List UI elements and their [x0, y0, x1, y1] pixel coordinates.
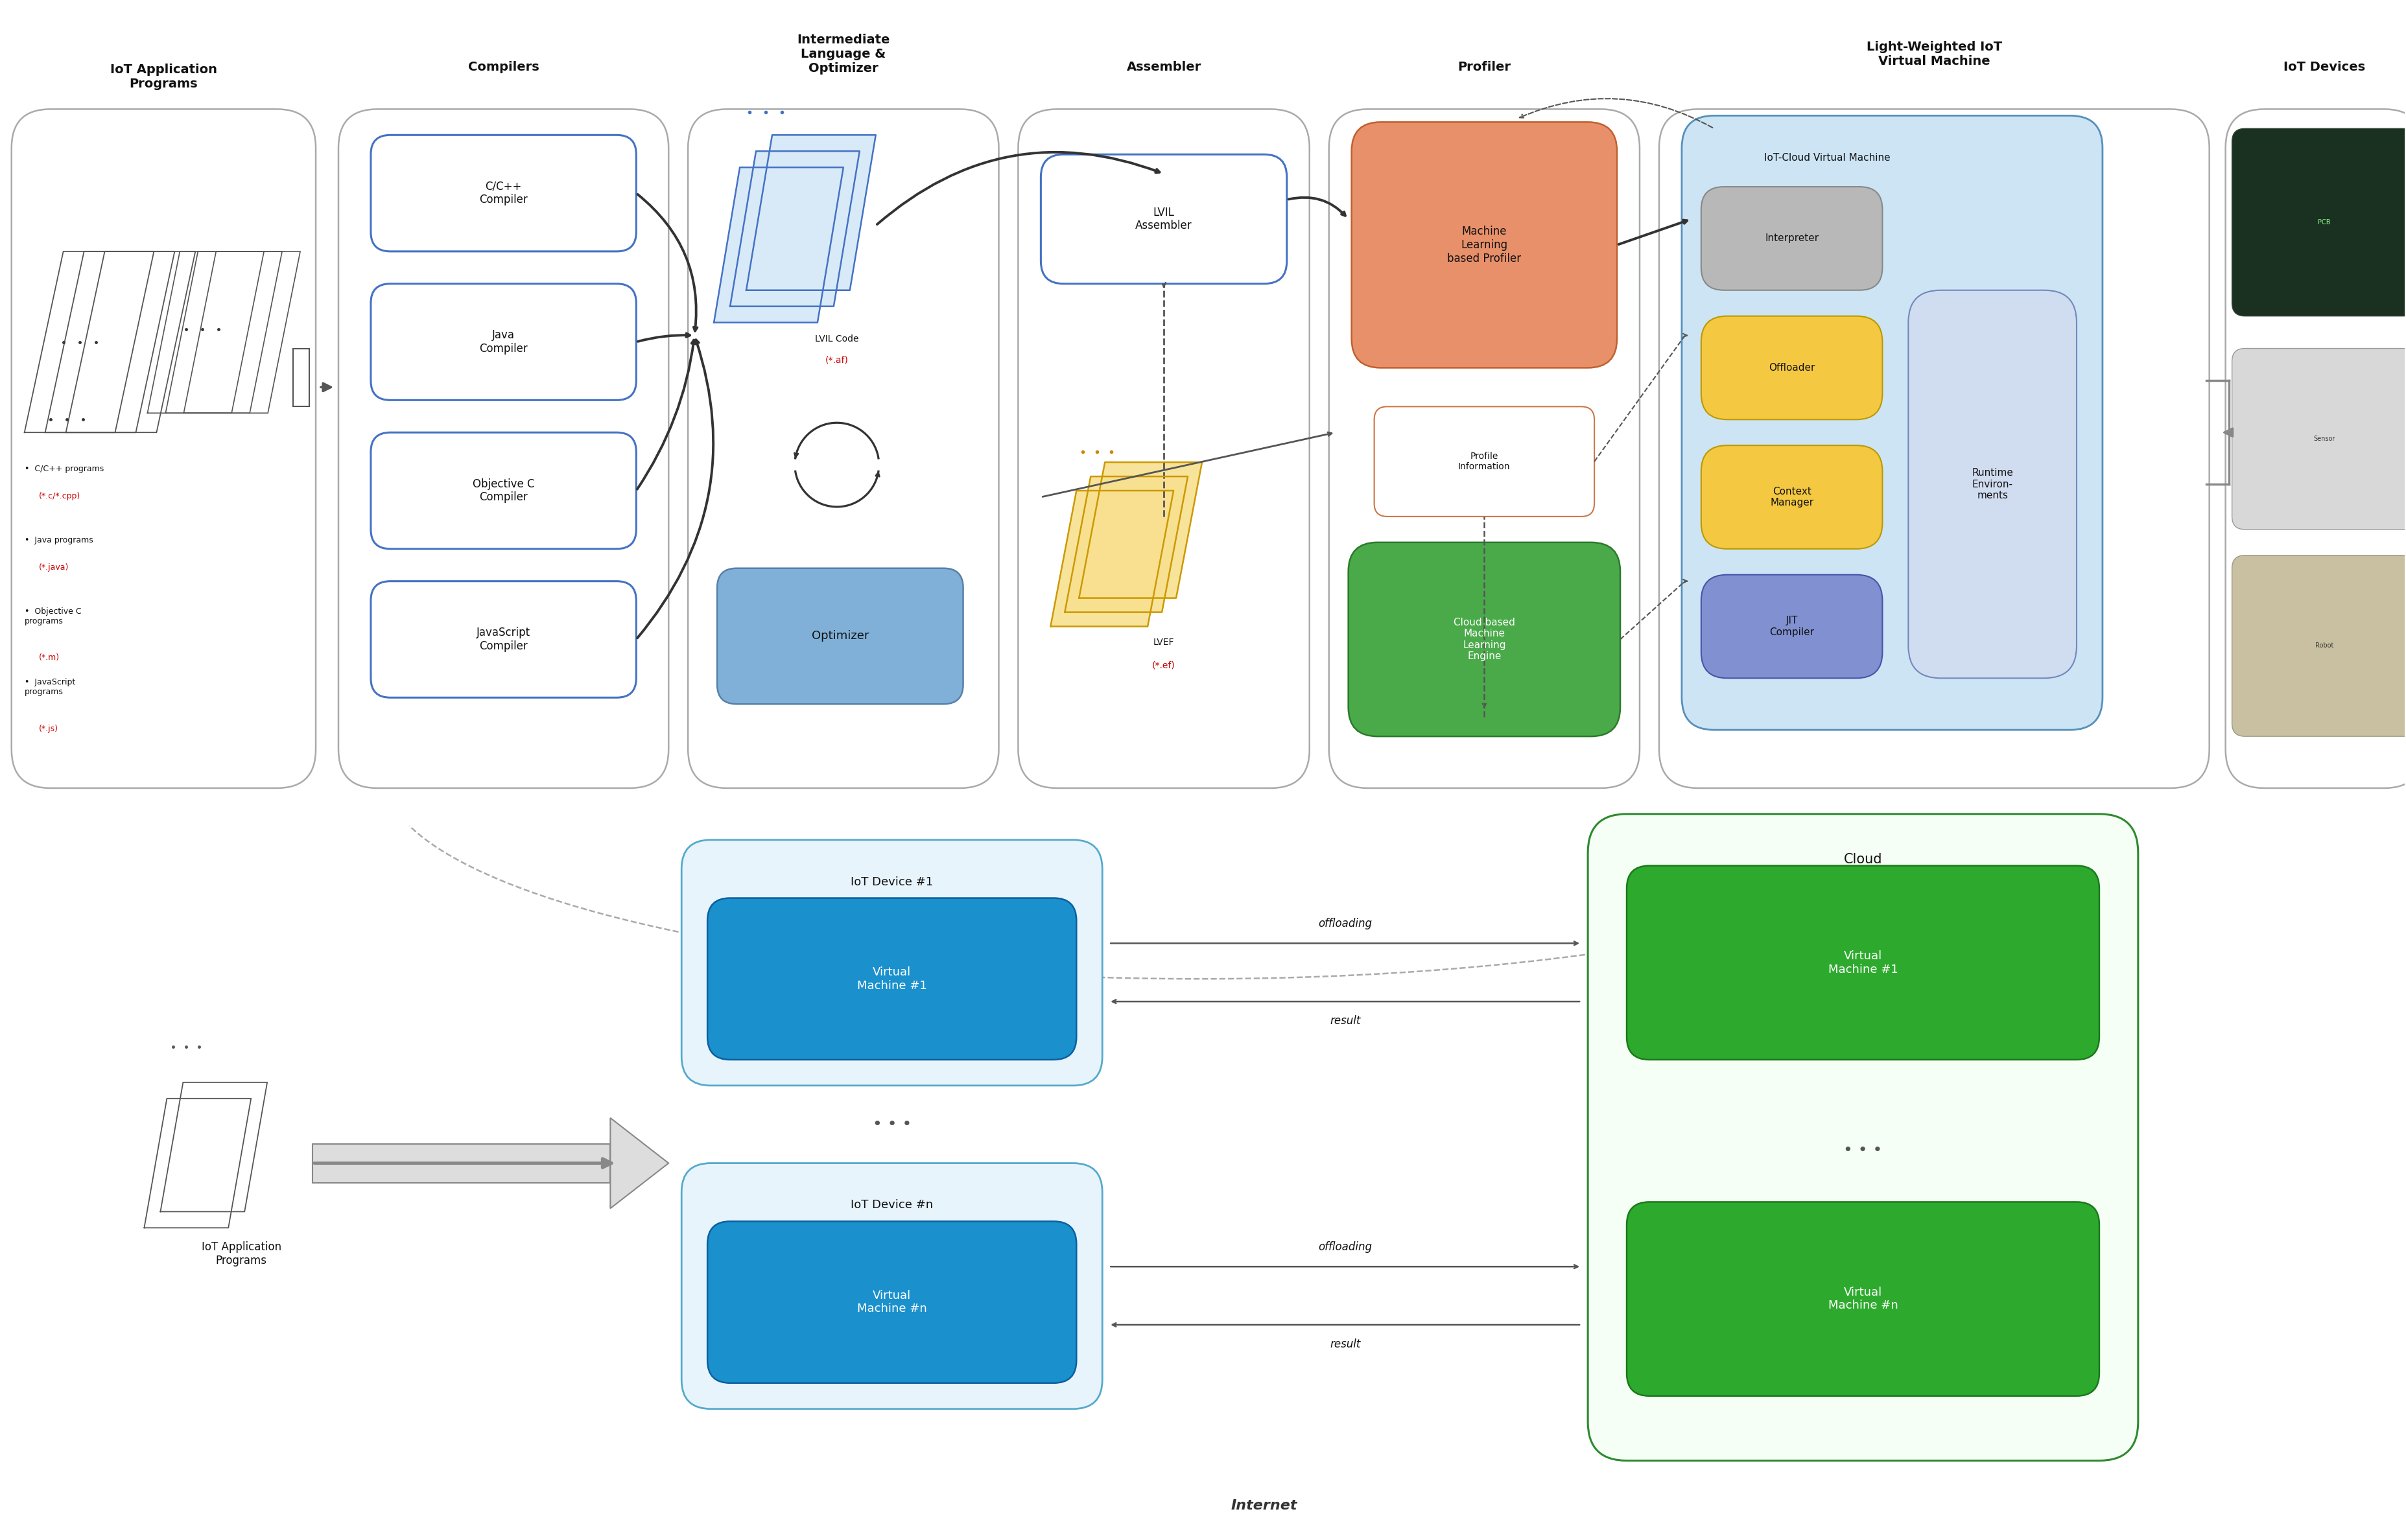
Text: PCB: PCB [2317, 219, 2329, 225]
Text: Robot: Robot [2315, 642, 2334, 648]
Text: (*.m): (*.m) [38, 653, 60, 662]
Text: Offloader: Offloader [1768, 363, 1814, 373]
FancyBboxPatch shape [12, 109, 315, 788]
FancyBboxPatch shape [1658, 109, 2209, 788]
Polygon shape [611, 1118, 669, 1209]
FancyBboxPatch shape [339, 109, 669, 788]
Polygon shape [1063, 476, 1189, 613]
FancyBboxPatch shape [707, 1221, 1075, 1383]
FancyBboxPatch shape [2230, 556, 2406, 736]
FancyBboxPatch shape [2230, 128, 2406, 316]
Text: LVEF: LVEF [1152, 638, 1174, 647]
Text: • • •: • • • [1843, 1143, 1881, 1158]
FancyBboxPatch shape [1701, 574, 1881, 678]
FancyBboxPatch shape [1018, 109, 1309, 788]
Text: offloading: offloading [1318, 1241, 1371, 1254]
FancyBboxPatch shape [371, 581, 635, 698]
Text: Profile
Information: Profile Information [1458, 451, 1511, 471]
Text: LVIL
Assembler: LVIL Assembler [1136, 206, 1191, 231]
FancyBboxPatch shape [371, 433, 635, 548]
Polygon shape [313, 1144, 611, 1183]
Text: Machine
Learning
based Profiler: Machine Learning based Profiler [1446, 226, 1521, 265]
Text: C/C++
Compiler: C/C++ Compiler [479, 180, 527, 206]
Text: IoT Device #n: IoT Device #n [849, 1200, 934, 1210]
Text: LVIL Code: LVIL Code [816, 334, 859, 343]
Text: Virtual
Machine #n: Virtual Machine #n [857, 1289, 926, 1315]
Text: Cloud based
Machine
Learning
Engine: Cloud based Machine Learning Engine [1453, 618, 1516, 661]
Text: IoT-Cloud Virtual Machine: IoT-Cloud Virtual Machine [1764, 152, 1891, 163]
FancyBboxPatch shape [1626, 865, 2098, 1060]
Text: JIT
Compiler: JIT Compiler [1768, 616, 1814, 638]
Text: •  C/C++ programs: • C/C++ programs [24, 465, 103, 473]
FancyBboxPatch shape [688, 109, 998, 788]
FancyBboxPatch shape [1039, 154, 1287, 283]
Text: Java
Compiler: Java Compiler [479, 330, 527, 354]
Text: IoT Devices: IoT Devices [2283, 62, 2365, 74]
FancyBboxPatch shape [1626, 1201, 2098, 1395]
Text: •  Objective C
programs: • Objective C programs [24, 607, 82, 625]
Text: •  Java programs: • Java programs [24, 536, 94, 544]
Text: Interpreter: Interpreter [1764, 234, 1819, 243]
Text: Internet: Internet [1229, 1500, 1297, 1512]
FancyBboxPatch shape [371, 283, 635, 400]
Text: IoT Application
Programs: IoT Application Programs [202, 1241, 282, 1266]
Text: Cloud: Cloud [1843, 853, 1881, 865]
Text: Compilers: Compilers [467, 62, 539, 74]
Text: Context
Manager: Context Manager [1768, 487, 1814, 508]
FancyBboxPatch shape [681, 839, 1102, 1086]
FancyBboxPatch shape [1701, 445, 1881, 548]
Text: result: result [1331, 1338, 1359, 1351]
Text: JavaScript
Compiler: JavaScript Compiler [476, 627, 529, 651]
Text: Virtual
Machine #1: Virtual Machine #1 [857, 966, 926, 992]
FancyBboxPatch shape [1701, 316, 1881, 419]
Text: •  JavaScript
programs: • JavaScript programs [24, 678, 75, 696]
FancyBboxPatch shape [2226, 109, 2406, 788]
FancyBboxPatch shape [681, 1163, 1102, 1409]
Text: (*.c/*.cpp): (*.c/*.cpp) [38, 491, 79, 500]
Text: Objective C
Compiler: Objective C Compiler [472, 477, 534, 504]
Polygon shape [1078, 462, 1201, 598]
Text: • • •: • • • [871, 1116, 912, 1132]
FancyBboxPatch shape [1701, 186, 1881, 290]
Text: Optimizer: Optimizer [811, 630, 869, 642]
Polygon shape [746, 136, 876, 290]
Polygon shape [715, 168, 842, 322]
FancyBboxPatch shape [707, 898, 1075, 1060]
FancyBboxPatch shape [1588, 815, 2137, 1460]
Text: Virtual
Machine #n: Virtual Machine #n [1829, 1286, 1898, 1312]
Text: Runtime
Environ-
ments: Runtime Environ- ments [1971, 468, 2014, 500]
Text: Virtual
Machine #1: Virtual Machine #1 [1829, 950, 1898, 975]
Text: Intermediate
Language &
Optimizer: Intermediate Language & Optimizer [796, 34, 890, 74]
Text: offloading: offloading [1318, 918, 1371, 930]
Text: IoT Application
Programs: IoT Application Programs [111, 63, 217, 91]
Text: Assembler: Assembler [1126, 62, 1201, 74]
Text: (*.af): (*.af) [825, 356, 849, 365]
FancyBboxPatch shape [1352, 122, 1617, 368]
Polygon shape [729, 151, 859, 306]
Text: Sensor: Sensor [2312, 436, 2334, 442]
Text: (*.java): (*.java) [38, 564, 70, 571]
Text: IoT Device #1: IoT Device #1 [849, 876, 934, 887]
FancyBboxPatch shape [717, 568, 962, 704]
FancyBboxPatch shape [1347, 542, 1619, 736]
FancyBboxPatch shape [2230, 348, 2406, 530]
FancyBboxPatch shape [1374, 407, 1593, 516]
FancyBboxPatch shape [1908, 290, 2076, 678]
FancyBboxPatch shape [371, 136, 635, 251]
Text: result: result [1331, 1015, 1359, 1027]
Text: (*.ef): (*.ef) [1152, 661, 1174, 670]
FancyBboxPatch shape [1682, 115, 2103, 730]
Polygon shape [1051, 491, 1174, 627]
Text: Light-Weighted IoT
Virtual Machine: Light-Weighted IoT Virtual Machine [1867, 42, 2002, 68]
Text: (*.js): (*.js) [38, 725, 58, 733]
FancyBboxPatch shape [1328, 109, 1638, 788]
Text: Profiler: Profiler [1458, 62, 1511, 74]
